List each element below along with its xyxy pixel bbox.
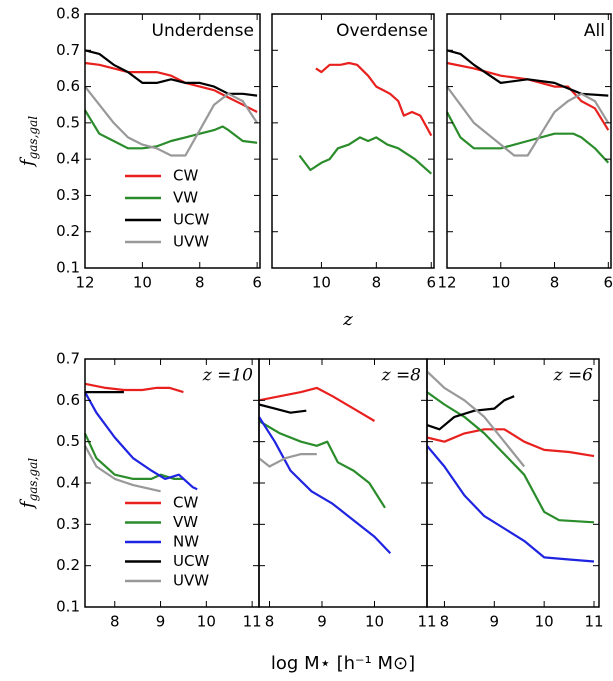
y-tick-label: 0.4: [56, 150, 80, 168]
data-line: [84, 109, 258, 150]
data-line: [84, 391, 198, 491]
y-tick-label: 0.8: [56, 5, 80, 23]
data-line: [84, 382, 184, 394]
legend-label: UVW: [173, 572, 209, 590]
data-line: [446, 49, 609, 97]
legend-label: VW: [173, 189, 198, 207]
panel-annotation: z =8: [381, 366, 422, 386]
x-tick-label: 10: [133, 274, 152, 292]
panel-annotation: Overdense: [336, 21, 428, 41]
legend-label: UVW: [173, 233, 209, 251]
x-tick-label: 6: [426, 274, 436, 292]
y-tick-label: 0.3: [56, 515, 80, 533]
x-tick-label: 12: [75, 274, 94, 292]
y-axis-label-sub: gas,gal: [26, 458, 40, 502]
y-tick-label: 0.1: [56, 598, 80, 616]
x-tick-label: 11: [584, 613, 603, 631]
x-tick-label: 8: [440, 613, 450, 631]
y-tick-label: 0.6: [56, 77, 80, 95]
data-line: [426, 428, 595, 458]
x-tick-label: 12: [437, 274, 456, 292]
data-line: [84, 49, 258, 97]
y-tick-label: 0.3: [56, 186, 80, 204]
panel-annotation: z =10: [202, 366, 253, 386]
data-line: [258, 420, 386, 509]
x-tick-label: 10: [197, 613, 216, 631]
legend-label: VW: [173, 513, 198, 531]
y-tick-label: 0.1: [56, 259, 80, 277]
x-tick-label: 8: [265, 613, 275, 631]
y-tick-label: 0.4: [56, 474, 80, 492]
y-tick-label: 0.6: [56, 391, 80, 409]
panel-annotation: All: [584, 21, 605, 41]
data-line: [84, 432, 184, 480]
x-tick-label: 11: [417, 613, 436, 631]
x-tick-label: 8: [550, 274, 560, 292]
data-line: [446, 85, 610, 157]
x-axis-label: log M⋆ [h⁻¹ M⊙]: [271, 653, 415, 674]
x-tick-label: 9: [156, 613, 166, 631]
x-tick-label: 6: [604, 274, 613, 292]
legend-label: NW: [173, 533, 199, 551]
data-line: [84, 445, 161, 493]
x-tick-label: 9: [317, 613, 327, 631]
x-tick-label: 9: [490, 613, 500, 631]
panel-annotation: z =6: [553, 366, 594, 386]
x-axis-label: z: [342, 309, 353, 330]
y-tick-label: 0.5: [56, 432, 80, 450]
x-tick-label: 11: [243, 613, 262, 631]
legend-label: UCW: [173, 211, 209, 229]
data-line: [258, 403, 307, 414]
y-tick-label: 0.7: [56, 350, 80, 368]
data-line: [298, 136, 433, 175]
panel-annotation: Underdense: [152, 21, 255, 41]
x-tick-label: 10: [365, 613, 384, 631]
data-line: [258, 453, 317, 468]
legend-label: CW: [173, 167, 198, 185]
x-tick-label: 8: [110, 613, 120, 631]
legend-label: UCW: [173, 552, 209, 570]
y-tick-label: 0.2: [56, 222, 80, 240]
plot-frame: [271, 13, 435, 269]
y-axis-label-sub: gas,gal: [26, 116, 40, 160]
data-line: [426, 445, 595, 563]
y-tick-label: 0.5: [56, 113, 80, 131]
y-axis-label: fgas,gal: [17, 458, 40, 510]
data-line: [446, 111, 610, 164]
data-line: [426, 391, 595, 524]
plot-frame: [446, 13, 612, 269]
data-line: [258, 386, 376, 422]
y-tick-label: 0.2: [56, 556, 80, 574]
x-tick-label: 10: [312, 274, 331, 292]
data-line: [315, 61, 433, 137]
data-line: [426, 370, 526, 468]
x-tick-label: 10: [491, 274, 510, 292]
y-tick-label: 0.7: [56, 41, 80, 59]
x-tick-label: 6: [252, 274, 262, 292]
data-line: [426, 395, 515, 431]
plot-frame: [84, 358, 260, 608]
y-axis-label: fgas,gal: [17, 116, 40, 168]
data-line: [84, 61, 258, 113]
legend-label: CW: [173, 494, 198, 512]
x-tick-label: 8: [195, 274, 205, 292]
x-tick-label: 10: [535, 613, 554, 631]
data-line: [258, 416, 392, 555]
x-tick-label: 8: [372, 274, 382, 292]
data-line: [84, 85, 259, 157]
plot-frame: [84, 13, 261, 269]
